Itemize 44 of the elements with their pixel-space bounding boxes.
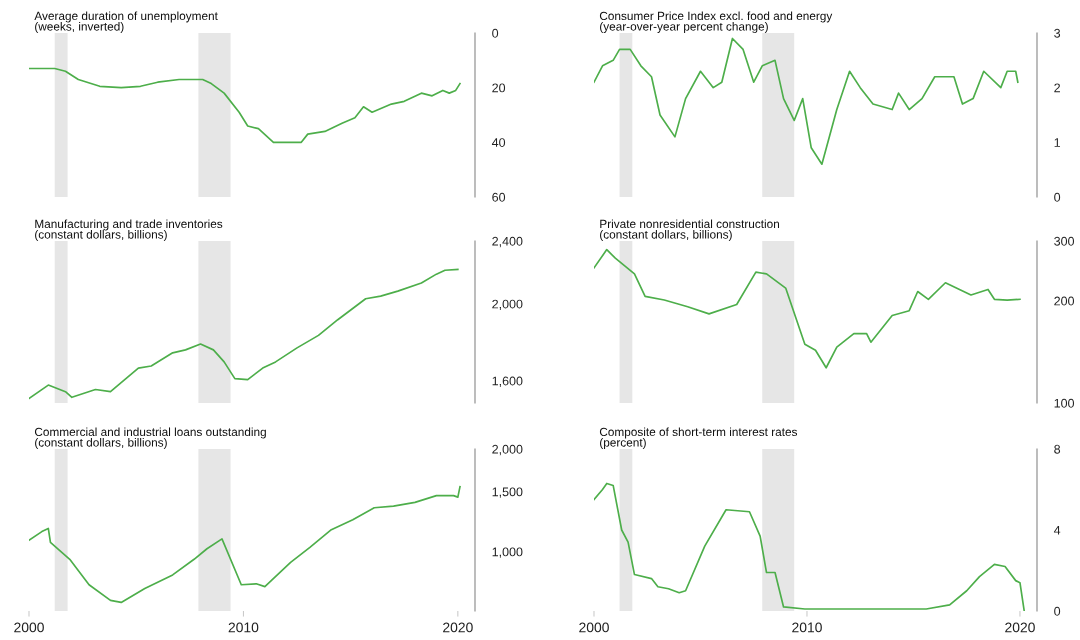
y-tick-label: 100 (1054, 398, 1075, 408)
chart-subtitle: (weeks, inverted) (35, 22, 124, 33)
y-tick-label: 60 (492, 192, 506, 202)
chart-title: Private nonresidential construction (600, 219, 780, 229)
line-series (594, 482, 1026, 611)
chart-subtitle: (constant dollars, billions) (600, 230, 732, 241)
chart-title: Consumer Price Index excl. food and energy (599, 11, 833, 23)
line-series (594, 37, 1019, 166)
line-series (594, 248, 1021, 369)
x-tick-label: 2000 (579, 622, 609, 633)
x-tick-label: 2020 (1005, 622, 1035, 633)
chart-title: Manufacturing and trade inventories (35, 219, 223, 231)
y-tick-label: 300 (1054, 236, 1075, 246)
x-tick-label: 2000 (14, 622, 44, 633)
chart-subtitle: (constant dollars, billions) (35, 437, 167, 449)
y-tick-label: 0 (1054, 606, 1061, 616)
chart-title: Composite of short-term interest rates (599, 427, 798, 439)
y-tick-label: 8 (1054, 444, 1061, 454)
y-tick-label: 200 (1054, 296, 1075, 306)
y-tick-label: 1,500 (492, 487, 523, 498)
y-tick-label: 2,400 (492, 236, 523, 248)
line-series (29, 268, 459, 400)
y-tick-label: 1,000 (492, 547, 523, 558)
y-tick-label: 1 (1054, 138, 1061, 147)
y-tick-label: 3 (1054, 28, 1061, 38)
y-tick-label: 4 (1053, 525, 1061, 535)
x-tick-label: 2020 (443, 622, 473, 633)
y-tick-label: 20 (492, 83, 506, 93)
chart-subtitle: (year-over-year percent change) (600, 22, 768, 33)
y-tick-label: 2,000 (492, 444, 523, 456)
chart-title: Average duration of unemployment (34, 11, 218, 23)
y-tick-label: 2,000 (492, 299, 523, 310)
chart-subtitle: (percent) (600, 437, 646, 449)
y-tick-label: 0 (492, 28, 499, 38)
x-tick-label: 2010 (792, 622, 822, 633)
chart-title: Commercial and industrial loans outstanding (34, 427, 266, 439)
chart-subtitle: (constant dollars, billions) (35, 230, 167, 241)
line-series (29, 67, 461, 144)
x-tick-label: 2010 (228, 622, 259, 633)
y-tick-label: 2 (1054, 83, 1060, 93)
y-tick-label: 1,600 (492, 376, 523, 387)
y-tick-label: 0 (1054, 192, 1061, 202)
y-tick-label: 40 (491, 138, 506, 147)
line-series (29, 485, 461, 604)
